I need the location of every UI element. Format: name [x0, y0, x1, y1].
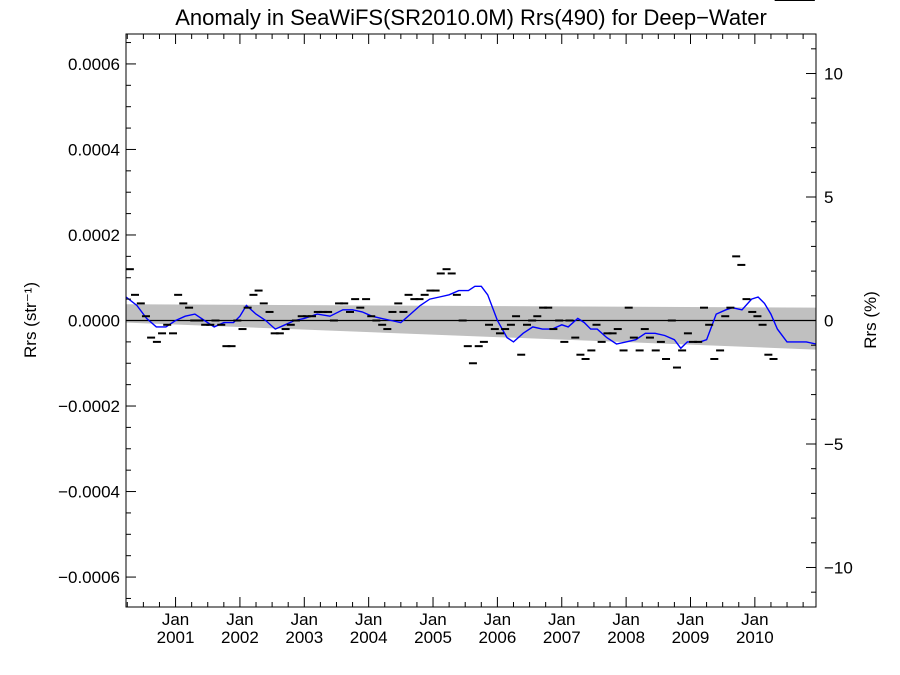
- right-tick-label: −5: [824, 435, 843, 454]
- x-tick-year-label: 2009: [672, 628, 710, 647]
- x-tick-year-label: 2002: [221, 628, 259, 647]
- chart-title: Anomaly in SeaWiFS(SR2010.0M) Rrs(490) f…: [175, 5, 767, 30]
- x-tick-year-label: 2007: [543, 628, 581, 647]
- x-axis: Jan2001Jan2002Jan2003Jan2004Jan2005Jan20…: [126, 34, 804, 647]
- x-tick-year-label: 2005: [414, 628, 452, 647]
- x-tick-month-label: Jan: [419, 610, 446, 629]
- x-tick-month-label: Jan: [612, 610, 639, 629]
- x-tick-year-label: 2010: [736, 628, 774, 647]
- right-tick-label: 10: [824, 65, 843, 84]
- x-tick-month-label: Jan: [162, 610, 189, 629]
- uncertainty-band-layer: [126, 304, 816, 350]
- right-tick-label: −10: [824, 558, 853, 577]
- x-tick-year-label: 2004: [350, 628, 388, 647]
- x-tick-month-label: Jan: [677, 610, 704, 629]
- x-tick-year-label: 2008: [607, 628, 645, 647]
- left-y-axis-title: Rrs (str⁻¹): [21, 282, 40, 358]
- left-tick-label: −0.0004: [58, 483, 120, 502]
- left-tick-label: 0.0000: [68, 312, 120, 331]
- x-tick-month-label: Jan: [226, 610, 253, 629]
- left-tick-label: −0.0002: [58, 397, 120, 416]
- right-tick-label: 5: [824, 188, 833, 207]
- right-y-axis-title: Rrs (%): [861, 291, 880, 349]
- x-tick-month-label: Jan: [548, 610, 575, 629]
- right-y-axis: 10 5 0 −5 −10: [806, 48, 853, 593]
- x-tick-month-label: Jan: [355, 610, 382, 629]
- x-tick-year-label: 2001: [157, 628, 195, 647]
- x-tick-month-label: Jan: [484, 610, 511, 629]
- x-tick-year-label: 2006: [478, 628, 516, 647]
- x-tick-year-label: 2003: [285, 628, 323, 647]
- left-tick-label: 0.0004: [68, 140, 120, 159]
- left-tick-label: 0.0002: [68, 226, 120, 245]
- left-y-axis: 0.0006 0.0004 0.0002 0.0000 −0.0002 −0.0004 −0…: [58, 42, 136, 599]
- monthly-markers-layer: [125, 0, 815, 369]
- left-tick-label: −0.0006: [58, 568, 120, 587]
- x-tick-month-label: Jan: [741, 610, 768, 629]
- x-tick-month-label: Jan: [291, 610, 318, 629]
- uncertainty-band: [126, 304, 816, 350]
- left-tick-label: 0.0006: [68, 55, 120, 74]
- right-tick-label: 0: [824, 312, 833, 331]
